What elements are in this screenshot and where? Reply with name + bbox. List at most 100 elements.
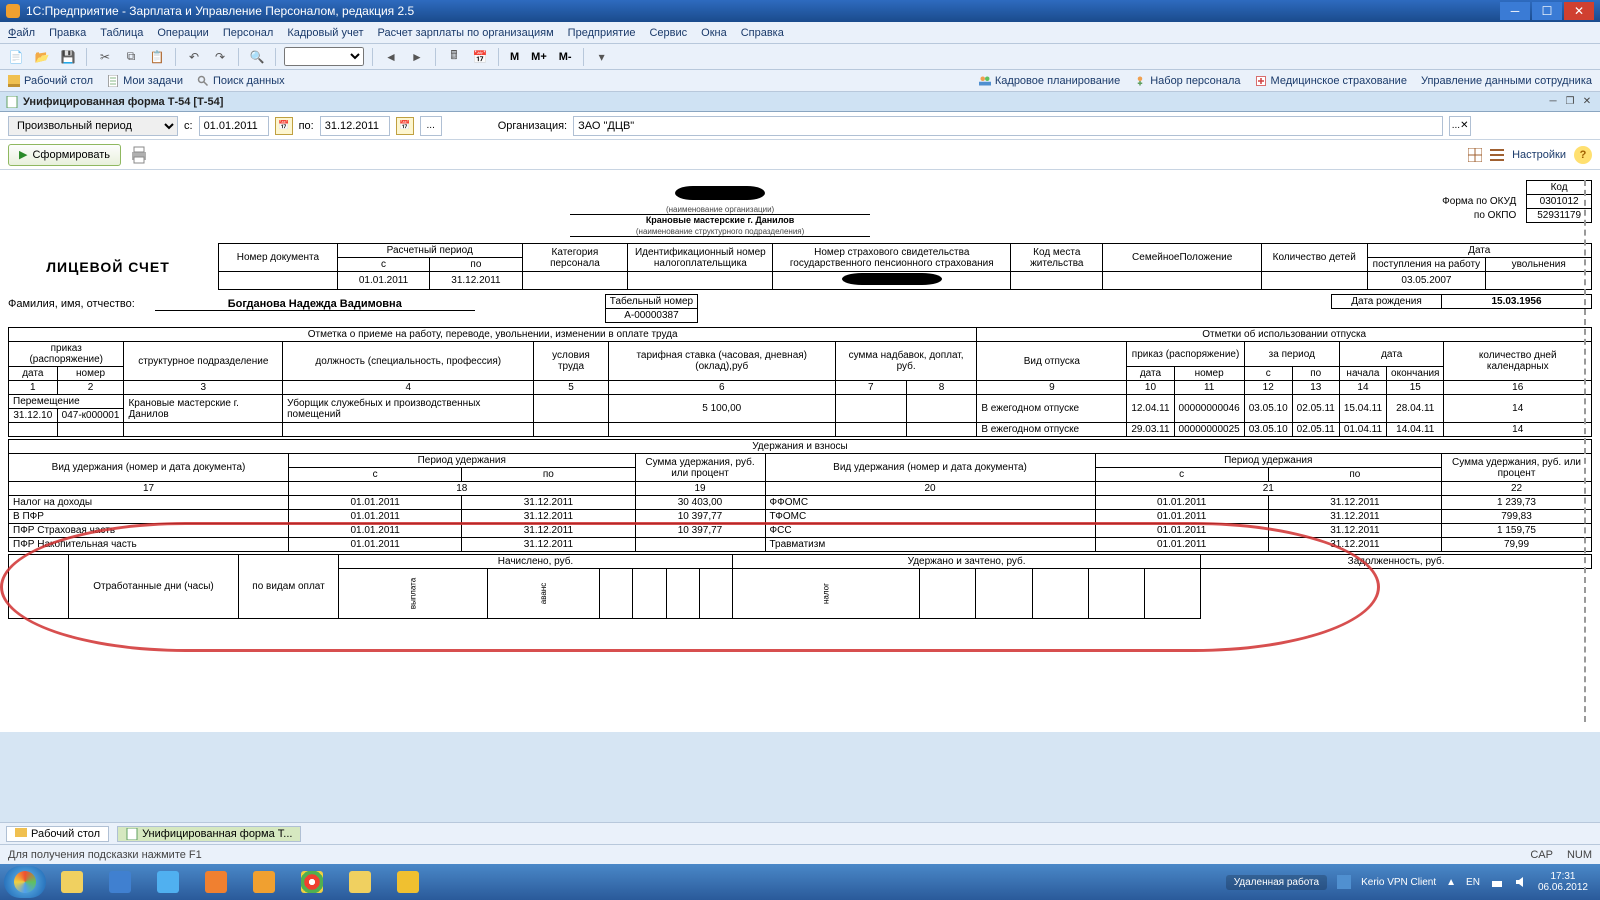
date-to-input[interactable] xyxy=(320,116,390,136)
find-icon[interactable]: 🔍 xyxy=(247,47,267,67)
task-1c-icon[interactable] xyxy=(386,867,430,897)
org-input[interactable] xyxy=(573,116,1443,136)
app-icon xyxy=(6,4,20,18)
paste-icon[interactable]: 📋 xyxy=(147,47,167,67)
deductions-table: Удержания и взносы Вид удержания (номер … xyxy=(8,439,1592,552)
tab-restore-icon[interactable]: ❐ xyxy=(1563,95,1577,109)
empdata-link[interactable]: Управление данными сотрудника xyxy=(1421,75,1592,87)
recruit-link[interactable]: Набор персонала xyxy=(1134,75,1240,87)
list-icon[interactable] xyxy=(1490,148,1504,162)
fwd-icon[interactable]: ► xyxy=(407,47,427,67)
tab-close-icon[interactable]: ✕ xyxy=(1580,95,1594,109)
calendar-icon[interactable]: 📅 xyxy=(470,47,490,67)
vpn-tray-icon[interactable] xyxy=(1337,875,1351,889)
sound-tray-icon[interactable] xyxy=(1514,875,1528,889)
menu-table[interactable]: Таблица xyxy=(100,27,143,39)
status-bar: Для получения подсказки нажмите F1 CAPNU… xyxy=(0,844,1600,864)
task-explorer-icon[interactable] xyxy=(50,867,94,897)
calendar-to-icon[interactable]: 📅 xyxy=(396,117,414,135)
menu-windows[interactable]: Окна xyxy=(701,27,727,39)
close-button[interactable]: ✕ xyxy=(1564,2,1594,20)
report-title: ЛИЦЕВОЙ СЧЕТ xyxy=(8,259,208,275)
period-more-button[interactable]: ... xyxy=(420,116,442,136)
windows-taskbar: Удаленная работа Kerio VPN Client ▲ EN 1… xyxy=(0,864,1600,900)
header-table: Номер документа Расчетный период Категор… xyxy=(218,243,1592,290)
print-margin xyxy=(1584,180,1586,722)
task-app1-icon[interactable] xyxy=(98,867,142,897)
zoom-select[interactable] xyxy=(284,47,364,66)
employee-row: Фамилия, имя, отчество: Богданова Надежд… xyxy=(8,294,1592,323)
help-icon[interactable]: ? xyxy=(1574,146,1592,164)
tab-desktop[interactable]: Рабочий стол xyxy=(6,826,109,842)
task-app2-icon[interactable] xyxy=(146,867,190,897)
menu-help[interactable]: Справка xyxy=(741,27,784,39)
menu-company[interactable]: Предприятие xyxy=(568,27,636,39)
settings-link[interactable]: Настройки xyxy=(1512,149,1566,161)
document-tab-bar: Унифицированная форма Т-54 [Т-54] ─ ❐ ✕ xyxy=(0,92,1600,112)
dept-name: Крановые мастерские г. Данилов xyxy=(8,215,1432,225)
clock[interactable]: 17:3106.06.2012 xyxy=(1538,871,1588,893)
remote-label: Удаленная работа xyxy=(1226,875,1327,890)
tab-form[interactable]: Унифицированная форма Т... xyxy=(117,826,301,842)
open-icon[interactable]: 📂 xyxy=(32,47,52,67)
status-hint: Для получения подсказки нажмите F1 xyxy=(8,849,202,861)
task-folder-icon[interactable] xyxy=(338,867,382,897)
employment-table: Отметка о приеме на работу, переводе, ув… xyxy=(8,327,1592,437)
filter-bar: Произвольный период с: 📅 по: 📅 ... Орган… xyxy=(0,112,1600,140)
to-label: по: xyxy=(299,120,314,132)
menu-hr[interactable]: Кадровый учет xyxy=(287,27,363,39)
back-icon[interactable]: ◄ xyxy=(381,47,401,67)
report-area: (наименование организации) Крановые маст… xyxy=(0,170,1600,732)
copy-icon[interactable]: ⧉ xyxy=(121,47,141,67)
mplus-label: M+ xyxy=(531,51,547,63)
cut-icon[interactable]: ✂ xyxy=(95,47,115,67)
generate-button[interactable]: ▶Сформировать xyxy=(8,144,121,166)
medical-link[interactable]: Медицинское страхование xyxy=(1255,75,1407,87)
menu-edit[interactable]: Правка xyxy=(49,27,86,39)
print-settings-icon[interactable] xyxy=(129,145,149,165)
lang-indicator[interactable]: EN xyxy=(1466,877,1480,888)
task-outlook-icon[interactable] xyxy=(242,867,286,897)
menu-payroll[interactable]: Расчет зарплаты по организациям xyxy=(378,27,554,39)
vpn-label: Kerio VPN Client xyxy=(1361,877,1436,888)
tab-min-icon[interactable]: ─ xyxy=(1546,95,1560,109)
network-tray-icon[interactable] xyxy=(1490,875,1504,889)
search-link[interactable]: Поиск данных xyxy=(197,75,285,87)
planning-link[interactable]: Кадровое планирование xyxy=(979,75,1120,87)
calendar-from-icon[interactable]: 📅 xyxy=(275,117,293,135)
document-title: Унифицированная форма Т-54 [Т-54] xyxy=(23,96,223,108)
undo-icon[interactable]: ↶ xyxy=(184,47,204,67)
period-select[interactable]: Произвольный период xyxy=(8,116,178,136)
task-chrome-icon[interactable] xyxy=(290,867,334,897)
window-title: 1С:Предприятие - Зарплата и Управление П… xyxy=(26,4,414,18)
codes-table: Код Форма по ОКУД0301012 по ОКПО52931179 xyxy=(1432,180,1592,223)
menu-operations[interactable]: Операции xyxy=(157,27,208,39)
date-from-input[interactable] xyxy=(199,116,269,136)
desktop-link[interactable]: Рабочий стол xyxy=(8,75,93,87)
from-label: с: xyxy=(184,120,193,132)
window-titlebar: 1С:Предприятие - Зарплата и Управление П… xyxy=(0,0,1600,22)
menu-personnel[interactable]: Персонал xyxy=(223,27,274,39)
mytasks-link[interactable]: Мои задачи xyxy=(107,75,183,87)
cap-indicator: CAP xyxy=(1530,849,1553,861)
maximize-button[interactable]: ☐ xyxy=(1532,2,1562,20)
m-label: M xyxy=(510,51,519,63)
start-button[interactable] xyxy=(4,866,46,898)
minimize-button[interactable]: ─ xyxy=(1500,2,1530,20)
snils-redacted xyxy=(842,273,942,285)
bottom-tabs: Рабочий стол Унифицированная форма Т... xyxy=(0,822,1600,844)
redo-icon[interactable]: ↷ xyxy=(210,47,230,67)
calc-icon[interactable]: 🖩 xyxy=(444,47,464,67)
mminus-label: M- xyxy=(559,51,572,63)
org-select-button[interactable]: ...✕ xyxy=(1449,116,1471,136)
new-icon[interactable]: 📄 xyxy=(6,47,26,67)
menu-file[interactable]: Файл xyxy=(8,27,35,39)
task-app3-icon[interactable] xyxy=(194,867,238,897)
org-redacted xyxy=(675,186,765,200)
save-icon[interactable]: 💾 xyxy=(58,47,78,67)
grid-icon[interactable] xyxy=(1468,148,1482,162)
tray-expand-icon[interactable]: ▲ xyxy=(1446,877,1456,888)
dropdown-icon[interactable]: ▾ xyxy=(592,47,612,67)
dept-hint: (наименование структурного подразделения… xyxy=(570,227,870,237)
menu-service[interactable]: Сервис xyxy=(649,27,687,39)
